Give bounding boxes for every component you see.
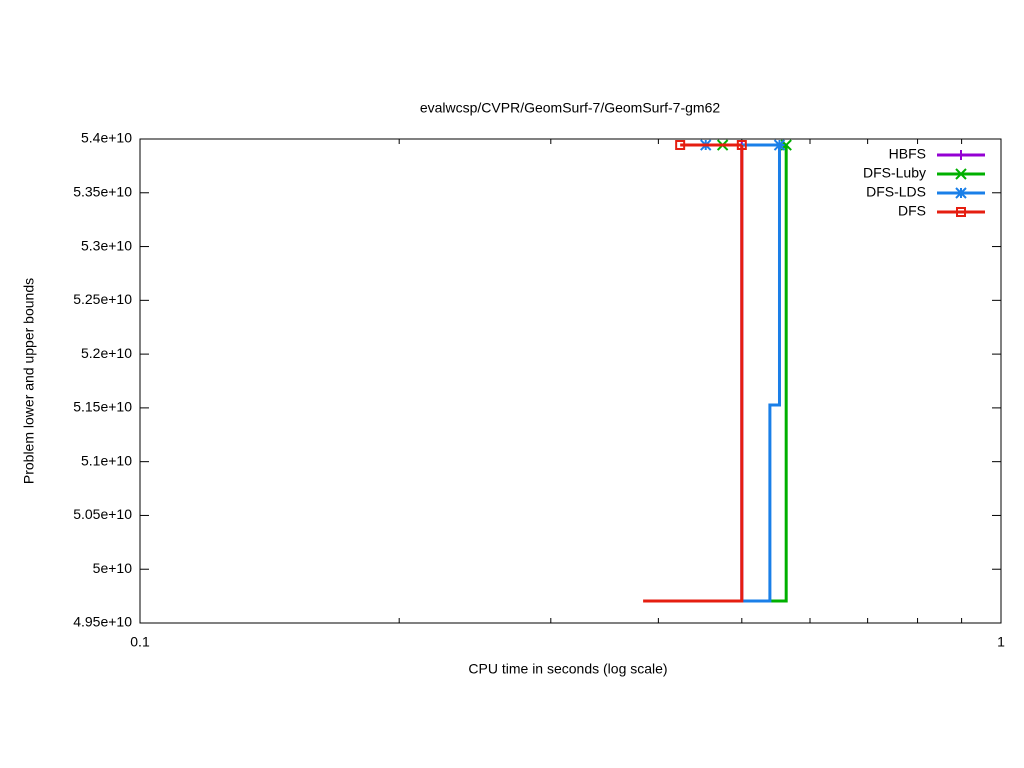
y-tick-label: 5.3e+10 [81, 237, 132, 253]
y-tick-label: 5.05e+10 [73, 506, 132, 522]
lower-bound-line [643, 145, 744, 603]
legend-label: HBFS [889, 146, 926, 162]
y-tick-label: 5.4e+10 [81, 130, 132, 146]
y-tick-label: 5e+10 [93, 560, 133, 576]
marker [956, 207, 966, 217]
lower-bound-line [741, 145, 781, 603]
marker [956, 150, 966, 160]
y-tick-label: 5.15e+10 [73, 399, 132, 415]
y-axis-label: Problem lower and upper bounds [21, 278, 37, 484]
y-tick-label: 5.25e+10 [73, 291, 132, 307]
marker [955, 168, 967, 180]
x-tick-label: 1 [997, 634, 1005, 650]
marker [675, 140, 686, 151]
x-axis-label: CPU time in seconds (log scale) [468, 661, 667, 677]
y-tick-label: 5.35e+10 [73, 183, 132, 199]
plot-border [139, 138, 1002, 624]
marker [736, 140, 747, 151]
marker [955, 187, 967, 199]
chart-title: evalwcsp/CVPR/GeomSurf-7/GeomSurf-7-gm62 [420, 100, 721, 116]
x-tick-label: 0.1 [130, 634, 150, 650]
y-tick-label: 5.2e+10 [81, 345, 132, 361]
legend-label: DFS [898, 203, 926, 219]
y-tick-label: 4.95e+10 [73, 614, 132, 630]
legend-label: DFS-LDS [866, 184, 926, 200]
y-tick-label: 5.1e+10 [81, 452, 132, 468]
legend-label: DFS-Luby [863, 165, 926, 181]
marker [773, 139, 786, 151]
